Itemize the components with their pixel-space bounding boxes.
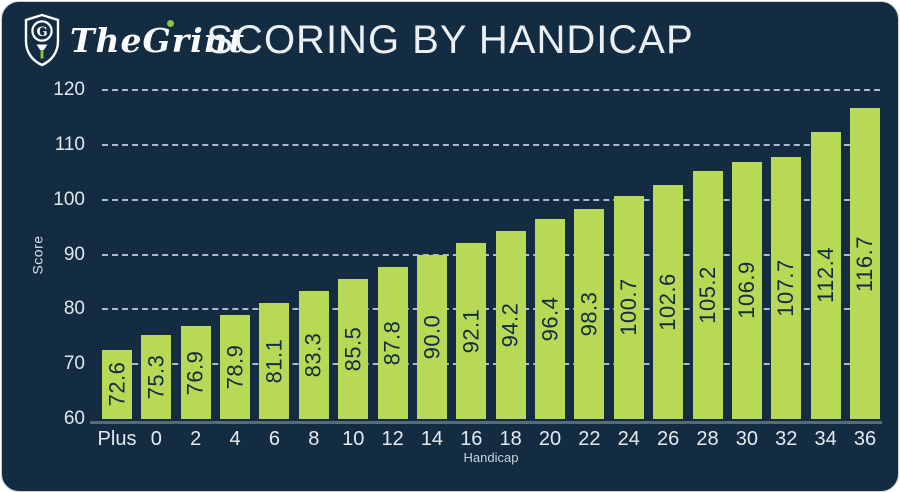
bar-value-label: 81.1 xyxy=(261,338,287,384)
x-tick-label: 32 xyxy=(775,428,798,450)
logo-text: TheGrint xyxy=(70,20,245,60)
bar: 92.1 xyxy=(456,243,487,419)
plot-area: Score Handicap 120 110 100 90 80 70 60 72.6 Plus… xyxy=(30,79,882,465)
x-axis-title: Handicap xyxy=(463,450,519,465)
bar-value-label: 106.9 xyxy=(733,261,759,320)
gridline xyxy=(102,89,880,91)
bar: 83.3 xyxy=(298,291,329,419)
bar: 76.9 xyxy=(180,326,211,419)
bar-value-label: 98.3 xyxy=(576,291,602,337)
y-tick-label: 120 xyxy=(53,79,85,100)
bar-value-label: 94.2 xyxy=(497,302,523,348)
bar: 112.4 xyxy=(810,131,841,419)
bar-value-label: 100.7 xyxy=(615,278,641,337)
x-tick-label: 12 xyxy=(381,428,404,450)
bar: 98.3 xyxy=(574,209,605,419)
thegrint-logo: G TheGrint xyxy=(24,12,245,68)
x-tick-label: 30 xyxy=(735,428,759,450)
bar: 72.6 xyxy=(102,349,132,419)
y-tick-label: 70 xyxy=(63,353,85,375)
y-tick-label: 90 xyxy=(63,243,85,265)
bar: 78.9 xyxy=(220,315,251,419)
x-tick-label: 2 xyxy=(190,428,202,450)
bar: 94.2 xyxy=(495,231,526,419)
x-axis-baseline xyxy=(90,421,882,424)
bar-value-label: 85.5 xyxy=(340,326,366,372)
x-tick-label: 14 xyxy=(420,428,444,450)
bar-value-label: 112.4 xyxy=(812,247,838,304)
y-tick-label: 60 xyxy=(63,408,85,429)
x-tick-label: 0 xyxy=(150,428,162,450)
bar: 106.9 xyxy=(731,161,762,419)
bar-value-label: 116.7 xyxy=(852,235,878,292)
gridline xyxy=(102,363,880,366)
bar-value-label: 72.6 xyxy=(104,362,130,407)
bar-value-label: 102.6 xyxy=(655,273,681,331)
x-tick-label: 26 xyxy=(657,428,680,450)
page-title: SCORING BY HANDICAP xyxy=(206,18,694,62)
bar-value-label: 76.9 xyxy=(182,350,208,396)
bar-value-label: 107.7 xyxy=(773,259,799,317)
x-tick-label: 36 xyxy=(853,428,877,450)
x-tick-label: 22 xyxy=(578,428,601,450)
bar: 116.7 xyxy=(850,108,880,419)
x-tick-label: Plus xyxy=(97,428,137,450)
bar: 107.7 xyxy=(771,157,802,419)
bar: 96.4 xyxy=(535,219,566,419)
shield-golf-tee-icon: G xyxy=(24,13,60,67)
gridline xyxy=(102,198,880,201)
x-tick-label: 6 xyxy=(268,428,281,450)
x-tick-label: 20 xyxy=(538,428,562,450)
bar: 100.7 xyxy=(613,195,644,419)
x-tick-label: 16 xyxy=(460,428,483,450)
bar: 85.5 xyxy=(338,279,369,419)
bar: 90.0 xyxy=(416,254,447,419)
bar: 81.1 xyxy=(259,303,290,419)
bar: 87.8 xyxy=(377,266,408,419)
bar-value-label: 96.4 xyxy=(537,296,563,342)
bar-value-label: 92.1 xyxy=(458,308,484,354)
bar: 102.6 xyxy=(653,185,684,419)
x-tick-label: 24 xyxy=(617,428,640,450)
bar-value-label: 75.3 xyxy=(143,354,169,400)
bar: 75.3 xyxy=(141,335,172,419)
bar-value-label: 83.3 xyxy=(300,332,326,378)
bar: 105.2 xyxy=(692,171,723,419)
x-tick-label: 34 xyxy=(814,428,837,450)
x-tick-label: 18 xyxy=(499,428,522,450)
x-tick-label: 10 xyxy=(342,428,365,450)
y-tick-label: 110 xyxy=(54,133,85,155)
bar-value-label: 105.2 xyxy=(694,266,720,324)
logo-i-dot-icon xyxy=(167,19,174,27)
bar-value-label: 87.8 xyxy=(379,320,405,366)
gridline xyxy=(102,253,880,256)
x-tick-label: 4 xyxy=(229,428,241,450)
gridline xyxy=(102,143,880,146)
bar-value-label: 78.9 xyxy=(222,344,248,390)
svg-text:G: G xyxy=(36,25,47,40)
x-tick-label: 28 xyxy=(696,428,719,450)
bar-value-label: 90.0 xyxy=(418,314,444,360)
gridline xyxy=(102,308,880,311)
x-tick-label: 8 xyxy=(308,428,320,450)
y-tick-label: 80 xyxy=(63,298,85,320)
y-tick-label: 100 xyxy=(53,188,85,210)
